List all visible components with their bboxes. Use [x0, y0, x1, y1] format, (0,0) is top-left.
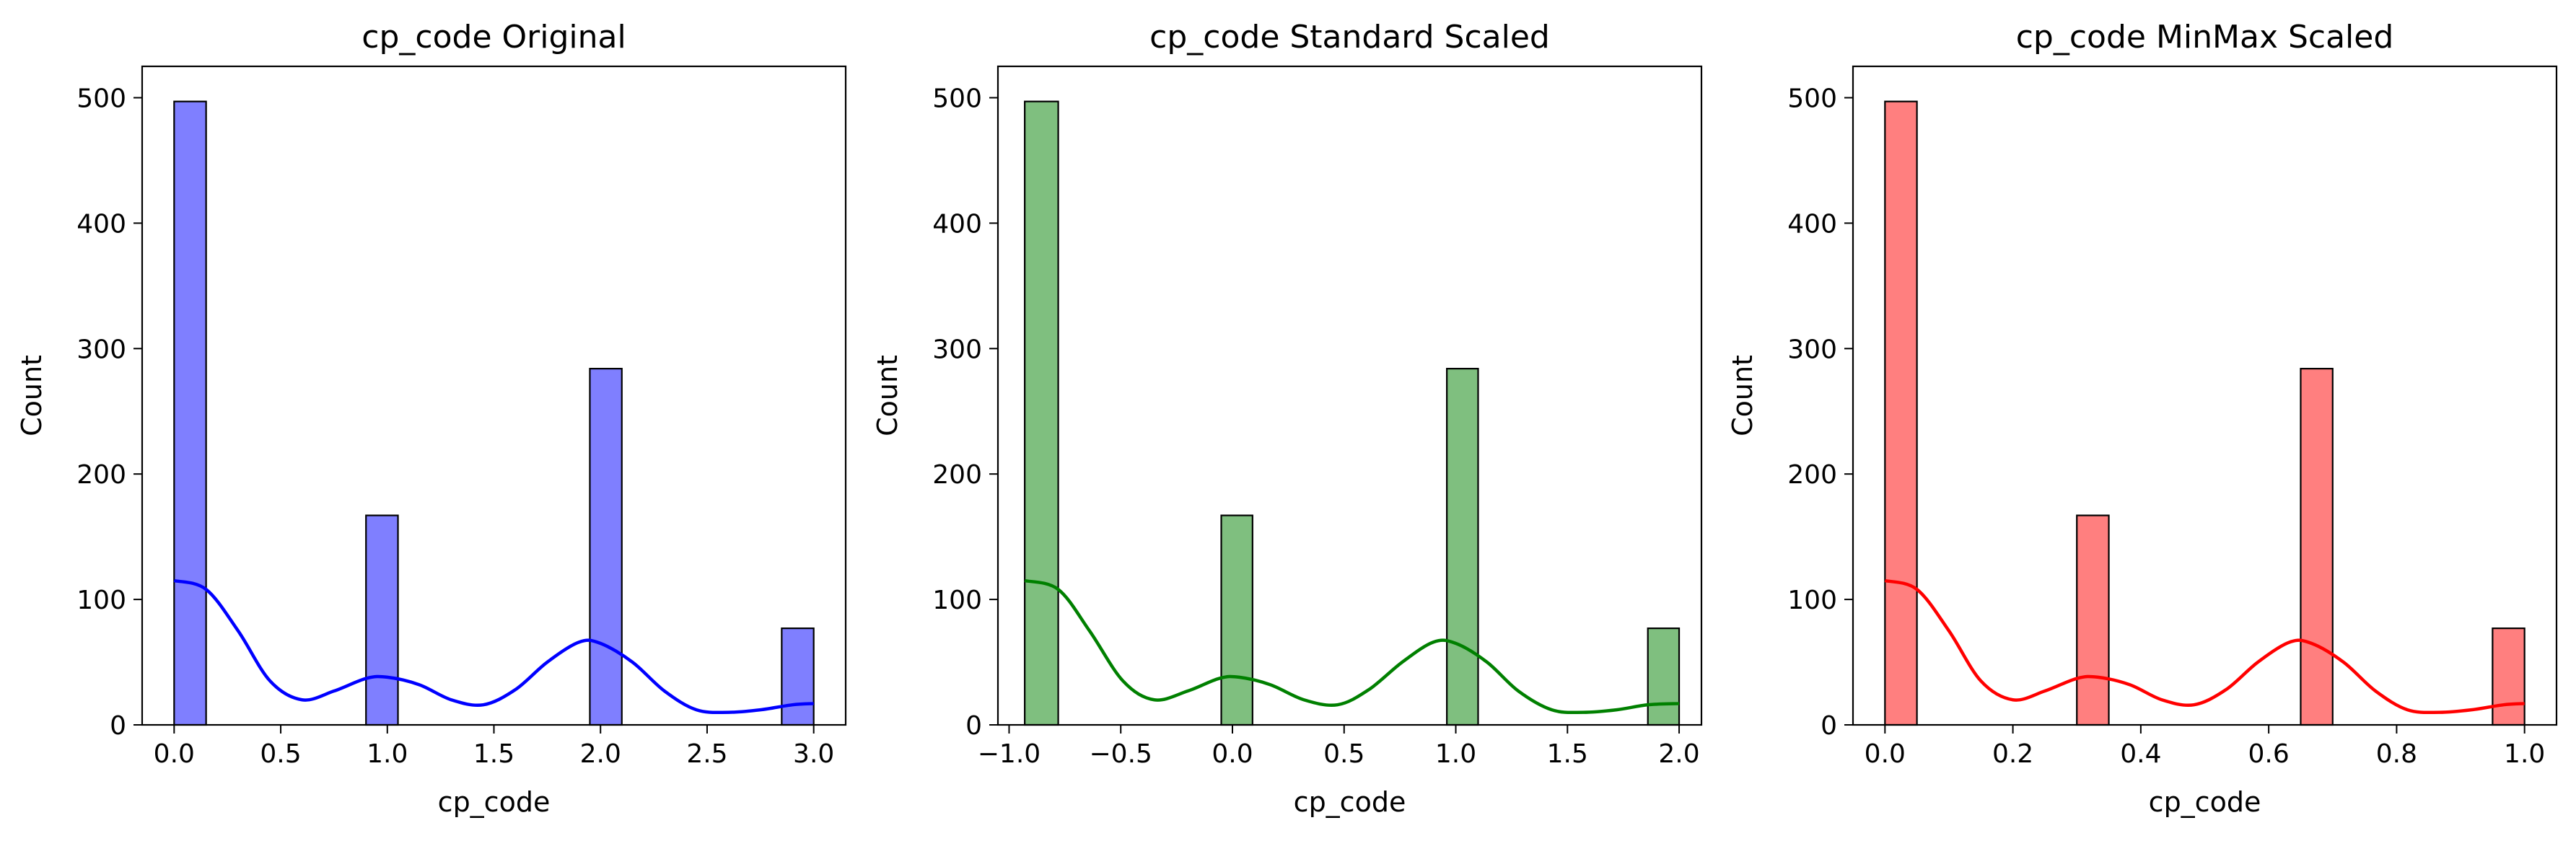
chart-panel-3: 0.0 0.2 0.4 0.6 0.8 1.0 0 100 200 300 400 500 cp_cod… [1727, 19, 2558, 818]
y-axis-label: Count [1727, 355, 1758, 436]
chart-title: cp_code Original [362, 19, 626, 56]
y-tick-label: 400 [932, 209, 982, 239]
x-tick-label: 2.0 [580, 739, 621, 769]
y-tick-label: 100 [932, 586, 982, 615]
y-tick-label: 0 [965, 711, 982, 741]
axes-frame [996, 65, 1703, 726]
y-tick-label: 500 [1787, 84, 1837, 113]
kde-line [173, 578, 814, 715]
y-tick-label: 300 [76, 335, 126, 364]
y-tick-label: 300 [932, 335, 982, 364]
x-tick-label: 1.0 [367, 739, 408, 769]
x-tick-label: 2.0 [1658, 739, 1699, 769]
y-tick-label: 300 [1787, 335, 1837, 364]
x-tick-label: 0.0 [154, 739, 195, 769]
x-tick-label: 1.0 [1435, 739, 1476, 769]
x-tick-label: −1.0 [978, 739, 1041, 769]
x-tick-label: 2.5 [686, 739, 727, 769]
chart-panel-2: −1.0 −0.5 0.0 0.5 1.0 1.5 2.0 0 100 200 300 400 500 c… [872, 19, 1703, 818]
x-tick-label: 0.4 [2120, 739, 2161, 769]
histogram-bar [365, 514, 399, 726]
y-axis-label: Count [16, 355, 48, 436]
y-tick-label: 200 [76, 460, 126, 490]
x-tick-label: 3.0 [793, 739, 834, 769]
histogram-bar [1884, 100, 1918, 726]
kde-line [1024, 578, 1680, 715]
y-tick-label: 400 [1787, 209, 1837, 239]
x-tick-label: 0.0 [1865, 739, 1906, 769]
histogram-bar [2492, 627, 2525, 726]
y-tick-label: 100 [1787, 586, 1837, 615]
y-tick-label: 0 [1821, 711, 1837, 741]
histogram-bar [2076, 514, 2110, 726]
axes-frame [141, 65, 847, 726]
y-axis-label: Count [872, 355, 903, 436]
x-tick-label: 0.5 [1323, 739, 1364, 769]
x-tick-label: 1.0 [2504, 739, 2545, 769]
x-axis-label: cp_code [2149, 786, 2261, 818]
axes-frame [1852, 65, 2558, 726]
y-tick-label: 500 [932, 84, 982, 113]
histogram-bar [1647, 627, 1681, 726]
chart-panel-1: 0.0 0.5 1.0 1.5 2.0 2.5 3.0 0 100 200 300 400 500 cp_… [16, 19, 847, 818]
histogram-bar [781, 627, 815, 726]
x-axis-label: cp_code [438, 786, 551, 818]
histogram-bar [1446, 368, 1479, 726]
x-tick-label: 0.2 [1992, 739, 2033, 769]
x-tick-label: 1.5 [473, 739, 514, 769]
kde-line [1884, 578, 2525, 715]
y-tick-label: 100 [76, 586, 126, 615]
x-tick-label: 0.8 [2376, 739, 2417, 769]
y-tick-label: 200 [1787, 460, 1837, 490]
histogram-bar [2300, 368, 2334, 726]
x-tick-label: 0.0 [1212, 739, 1253, 769]
chart-title: cp_code Standard Scaled [1149, 19, 1550, 56]
x-tick-label: 0.6 [2248, 739, 2290, 769]
x-tick-label: 0.5 [260, 739, 301, 769]
y-tick-label: 200 [932, 460, 982, 490]
histogram-bar [1024, 100, 1059, 726]
x-tick-label: −0.5 [1090, 739, 1152, 769]
y-tick-label: 400 [76, 209, 126, 239]
x-tick-label: 1.5 [1547, 739, 1588, 769]
chart-title: cp_code MinMax Scaled [2016, 19, 2394, 56]
histogram-bar [589, 368, 623, 726]
y-tick-label: 0 [110, 711, 126, 741]
histogram-bar [1220, 514, 1253, 726]
histogram-bar [173, 100, 207, 726]
y-tick-label: 500 [76, 84, 126, 113]
x-axis-label: cp_code [1294, 786, 1406, 818]
